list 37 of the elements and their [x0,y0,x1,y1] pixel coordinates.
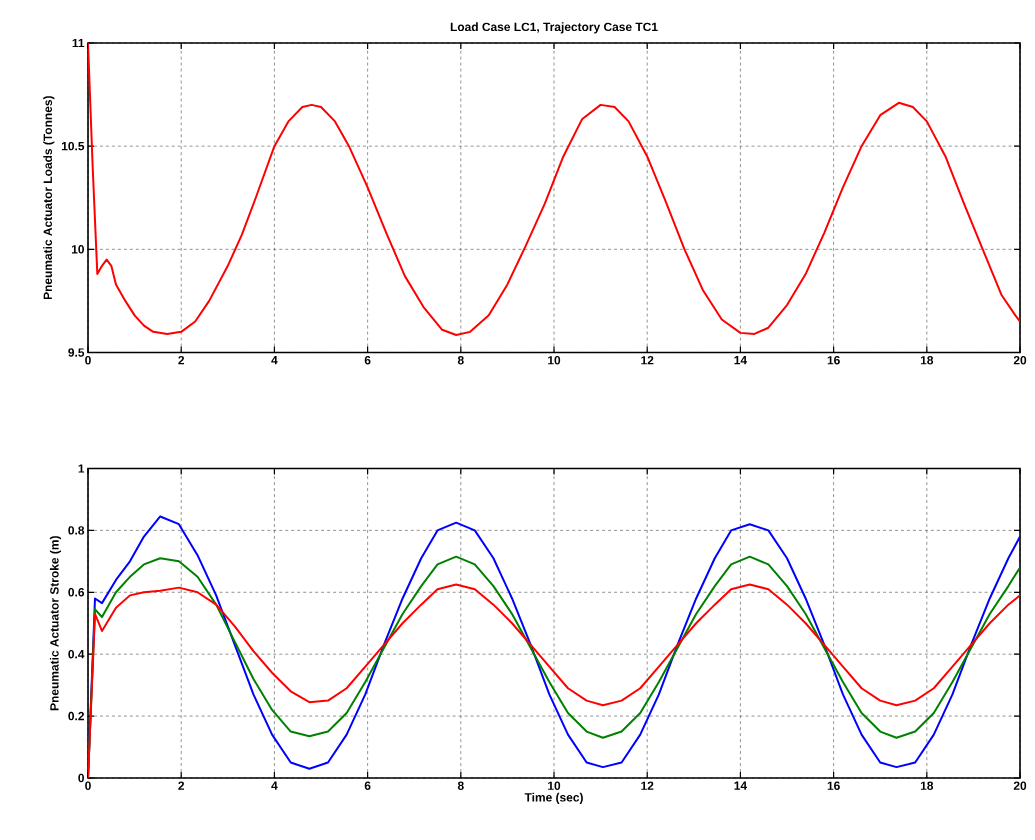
chart-title: Load Case LC1, Trajectory Case TC1 [450,22,658,34]
x-axis-title: Time (sec) [524,792,583,804]
x-tick-label: 2 [178,356,185,365]
y-tick-label: 0.6 [68,588,85,597]
x-tick-label: 8 [457,781,464,790]
y-tick-label: 0.2 [68,711,85,721]
y-tick-label: 0 [78,773,84,783]
y-tick-label: 0.8 [68,526,85,535]
x-tick-label: 0 [85,356,91,365]
x-tick-label: 14 [734,781,747,790]
y-tick-label: 10 [71,245,84,254]
x-tick-label: 20 [1013,781,1027,790]
y-tick-label: 10.5 [61,141,85,151]
x-tick-label: 0 [85,781,91,790]
x-tick-label: 16 [827,781,840,790]
x-tick-label: 6 [364,356,371,365]
x-tick-label: 12 [641,356,654,365]
y-axis-title: Pneumatic Actuator Stroke (m) [49,536,62,711]
x-tick-label: 12 [641,781,654,790]
y-tick-label: 9.5 [68,348,85,357]
x-tick-label: 6 [364,781,371,790]
y-tick-label: 1 [78,464,85,473]
x-tick-label: 4 [271,781,278,790]
y-tick-label: 11 [72,38,85,48]
x-tick-label: 16 [827,356,840,365]
x-tick-label: 10 [548,781,561,790]
x-tick-label: 18 [920,781,934,790]
x-tick-label: 20 [1013,356,1027,365]
y-axis-title: Pneumatic Actuator Loads (Tonnes) [43,96,55,300]
x-tick-label: 8 [457,356,464,365]
x-tick-label: 14 [734,356,747,365]
x-tick-label: 18 [920,356,934,365]
x-tick-label: 4 [271,356,278,365]
x-tick-label: 10 [548,356,561,365]
y-tick-label: 0.4 [68,649,85,659]
line-series [88,42,1021,336]
x-tick-label: 2 [178,781,185,790]
